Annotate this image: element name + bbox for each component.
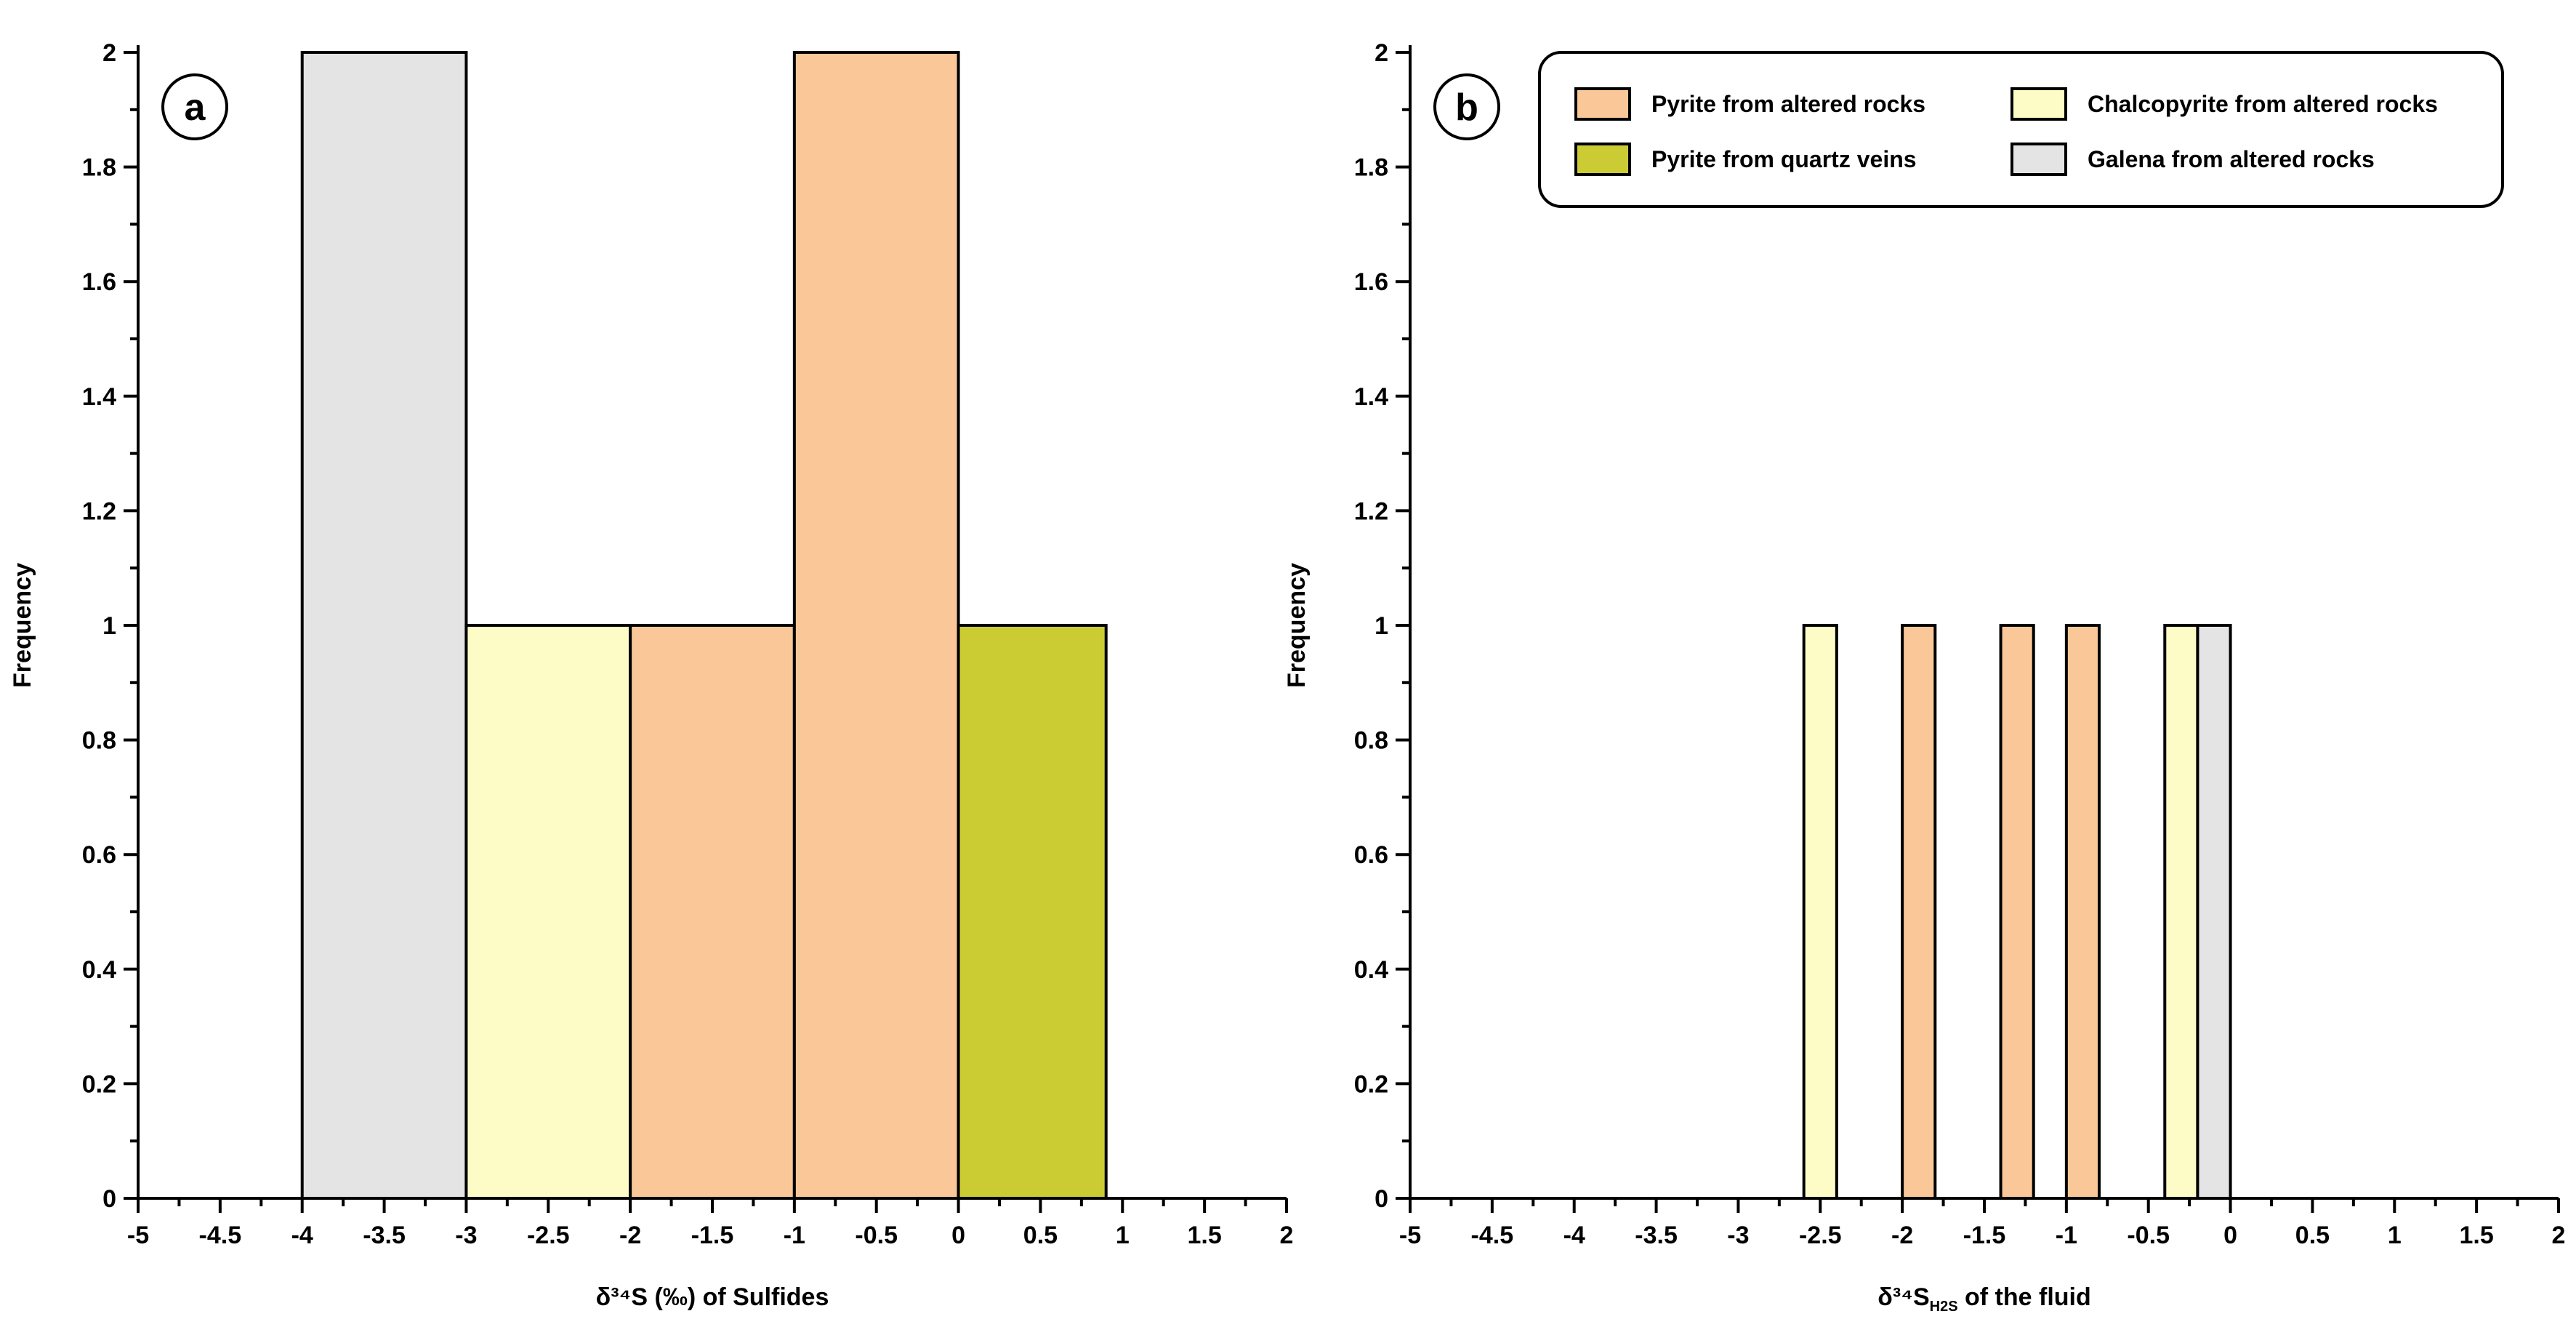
legend-label-3: Galena from altered rocks — [2088, 146, 2375, 172]
y-tick-label-a-0: 0 — [102, 1185, 116, 1213]
legend-label-0: Pyrite from altered rocks — [1651, 91, 1925, 117]
legend: Pyrite from altered rocks Chalcopyrite fr… — [1538, 51, 2504, 208]
y-tick-label-b-10: 2 — [1374, 39, 1388, 67]
legend-swatch-3 — [2011, 143, 2067, 176]
y-tick-label-a-2: 0.4 — [82, 956, 116, 984]
bar-a-0 — [300, 51, 468, 1200]
y-tick-label-a-6: 1.2 — [82, 497, 116, 525]
x-tick-label-b-11: 0.5 — [2295, 1222, 2330, 1249]
legend-swatch-2 — [1574, 143, 1631, 176]
x-tick-label-b-7: -1.5 — [1963, 1222, 2006, 1249]
x-tick-label-b-12: 1 — [2388, 1222, 2402, 1249]
x-tick-label-b-9: -0.5 — [2127, 1222, 2170, 1249]
y-tick-label-b-6: 1.2 — [1354, 497, 1388, 525]
x-tick-label-a-10: 0 — [951, 1222, 965, 1249]
panel-letter-circle-a — [161, 73, 228, 140]
y-tick-label-a-3: 0.6 — [82, 841, 116, 869]
y-axis-title-b: Frequency — [1283, 563, 1311, 688]
x-tick-label-a-4: -3 — [455, 1222, 477, 1249]
x-tick-label-a-2: -4 — [291, 1222, 313, 1249]
x-tick-label-b-0: -5 — [1399, 1222, 1421, 1249]
panel-letter-b: b — [1455, 87, 1478, 129]
y-tick-label-b-9: 1.8 — [1354, 154, 1388, 182]
legend-swatch-1 — [2011, 87, 2067, 121]
legend-label-1: Chalcopyrite from altered rocks — [2088, 91, 2438, 117]
bar-b-5 — [2196, 624, 2232, 1200]
bar-b-3 — [2064, 624, 2101, 1200]
panel-letter-a: a — [185, 87, 206, 129]
y-tick-label-b-7: 1.4 — [1354, 383, 1388, 411]
x-tick-label-a-12: 1 — [1116, 1222, 1130, 1249]
y-tick-label-b-3: 0.6 — [1354, 841, 1388, 869]
y-axis-title-a: Frequency — [9, 563, 36, 688]
x-tick-label-b-4: -3 — [1727, 1222, 1749, 1249]
x-axis-title-a: δ³⁴S (‰) of Sulfides — [596, 1283, 829, 1311]
y-tick-label-a-7: 1.4 — [82, 383, 116, 411]
bar-a-3 — [792, 51, 960, 1200]
x-tick-label-a-8: -1 — [784, 1222, 805, 1249]
bar-b-0 — [1802, 624, 1838, 1200]
x-tick-label-b-1: -4.5 — [1471, 1222, 1514, 1249]
x-tick-label-a-0: -5 — [127, 1222, 149, 1249]
x-axis-title-b: δ³⁴SH2S of the fluid — [1877, 1283, 2091, 1315]
legend-box — [1538, 51, 2504, 208]
panel-b: -5 -4.5 -4 -3.5 -3 -2.5 -2 -1.5 -1 -0.5 0 0.5 1 1.5 2 0… — [1283, 39, 2565, 1315]
x-tick-label-b-14: 2 — [2552, 1222, 2566, 1249]
x-tick-label-a-6: -2 — [619, 1222, 641, 1249]
x-tick-label-b-6: -2 — [1891, 1222, 1913, 1249]
bar-a-2 — [629, 624, 796, 1200]
y-tick-label-a-1: 0.2 — [82, 1070, 116, 1098]
y-tick-label-a-5: 1 — [102, 612, 116, 640]
y-tick-label-b-0: 0 — [1374, 1185, 1388, 1213]
y-tick-label-a-8: 1.6 — [82, 268, 116, 296]
y-tick-label-b-1: 0.2 — [1354, 1070, 1388, 1098]
x-tick-label-b-8: -1 — [2056, 1222, 2077, 1249]
x-tick-label-a-14: 2 — [1280, 1222, 1294, 1249]
x-tick-label-b-5: -2.5 — [1799, 1222, 1842, 1249]
x-tick-label-b-3: -3.5 — [1635, 1222, 1678, 1249]
y-tick-label-a-4: 0.8 — [82, 727, 116, 755]
x-tick-label-a-9: -0.5 — [855, 1222, 898, 1249]
x-tick-label-a-13: 1.5 — [1188, 1222, 1222, 1249]
y-tick-label-b-2: 0.4 — [1354, 956, 1388, 984]
panel-a: -5 -4.5 -4 -3.5 -3 -2.5 -2 -1.5 -1 -0.5 0 0.5 1 1.5 2 0… — [9, 39, 1293, 1311]
bar-b-4 — [2163, 624, 2199, 1200]
bar-b-2 — [1999, 624, 2035, 1200]
bar-a-4 — [957, 624, 1108, 1200]
legend-label-2: Pyrite from quartz veins — [1651, 146, 1917, 172]
x-tick-label-b-2: -4 — [1563, 1222, 1585, 1249]
y-tick-label-a-10: 2 — [102, 39, 116, 67]
x-tick-label-a-1: -4.5 — [199, 1222, 242, 1249]
x-tick-label-a-11: 0.5 — [1023, 1222, 1058, 1249]
panel-letter-circle-b — [1433, 73, 1500, 140]
bar-a-1 — [464, 624, 632, 1200]
legend-swatch-0 — [1574, 87, 1631, 121]
y-tick-label-a-9: 1.8 — [82, 154, 116, 182]
x-tick-label-a-5: -2.5 — [527, 1222, 570, 1249]
x-tick-label-a-7: -1.5 — [691, 1222, 734, 1249]
y-tick-label-b-5: 1 — [1374, 612, 1388, 640]
bar-b-1 — [1901, 624, 1937, 1200]
x-tick-label-a-3: -3.5 — [363, 1222, 406, 1249]
x-tick-label-b-13: 1.5 — [2460, 1222, 2494, 1249]
y-tick-label-b-8: 1.6 — [1354, 268, 1388, 296]
x-tick-label-b-10: 0 — [2223, 1222, 2237, 1249]
y-tick-label-b-4: 0.8 — [1354, 727, 1388, 755]
